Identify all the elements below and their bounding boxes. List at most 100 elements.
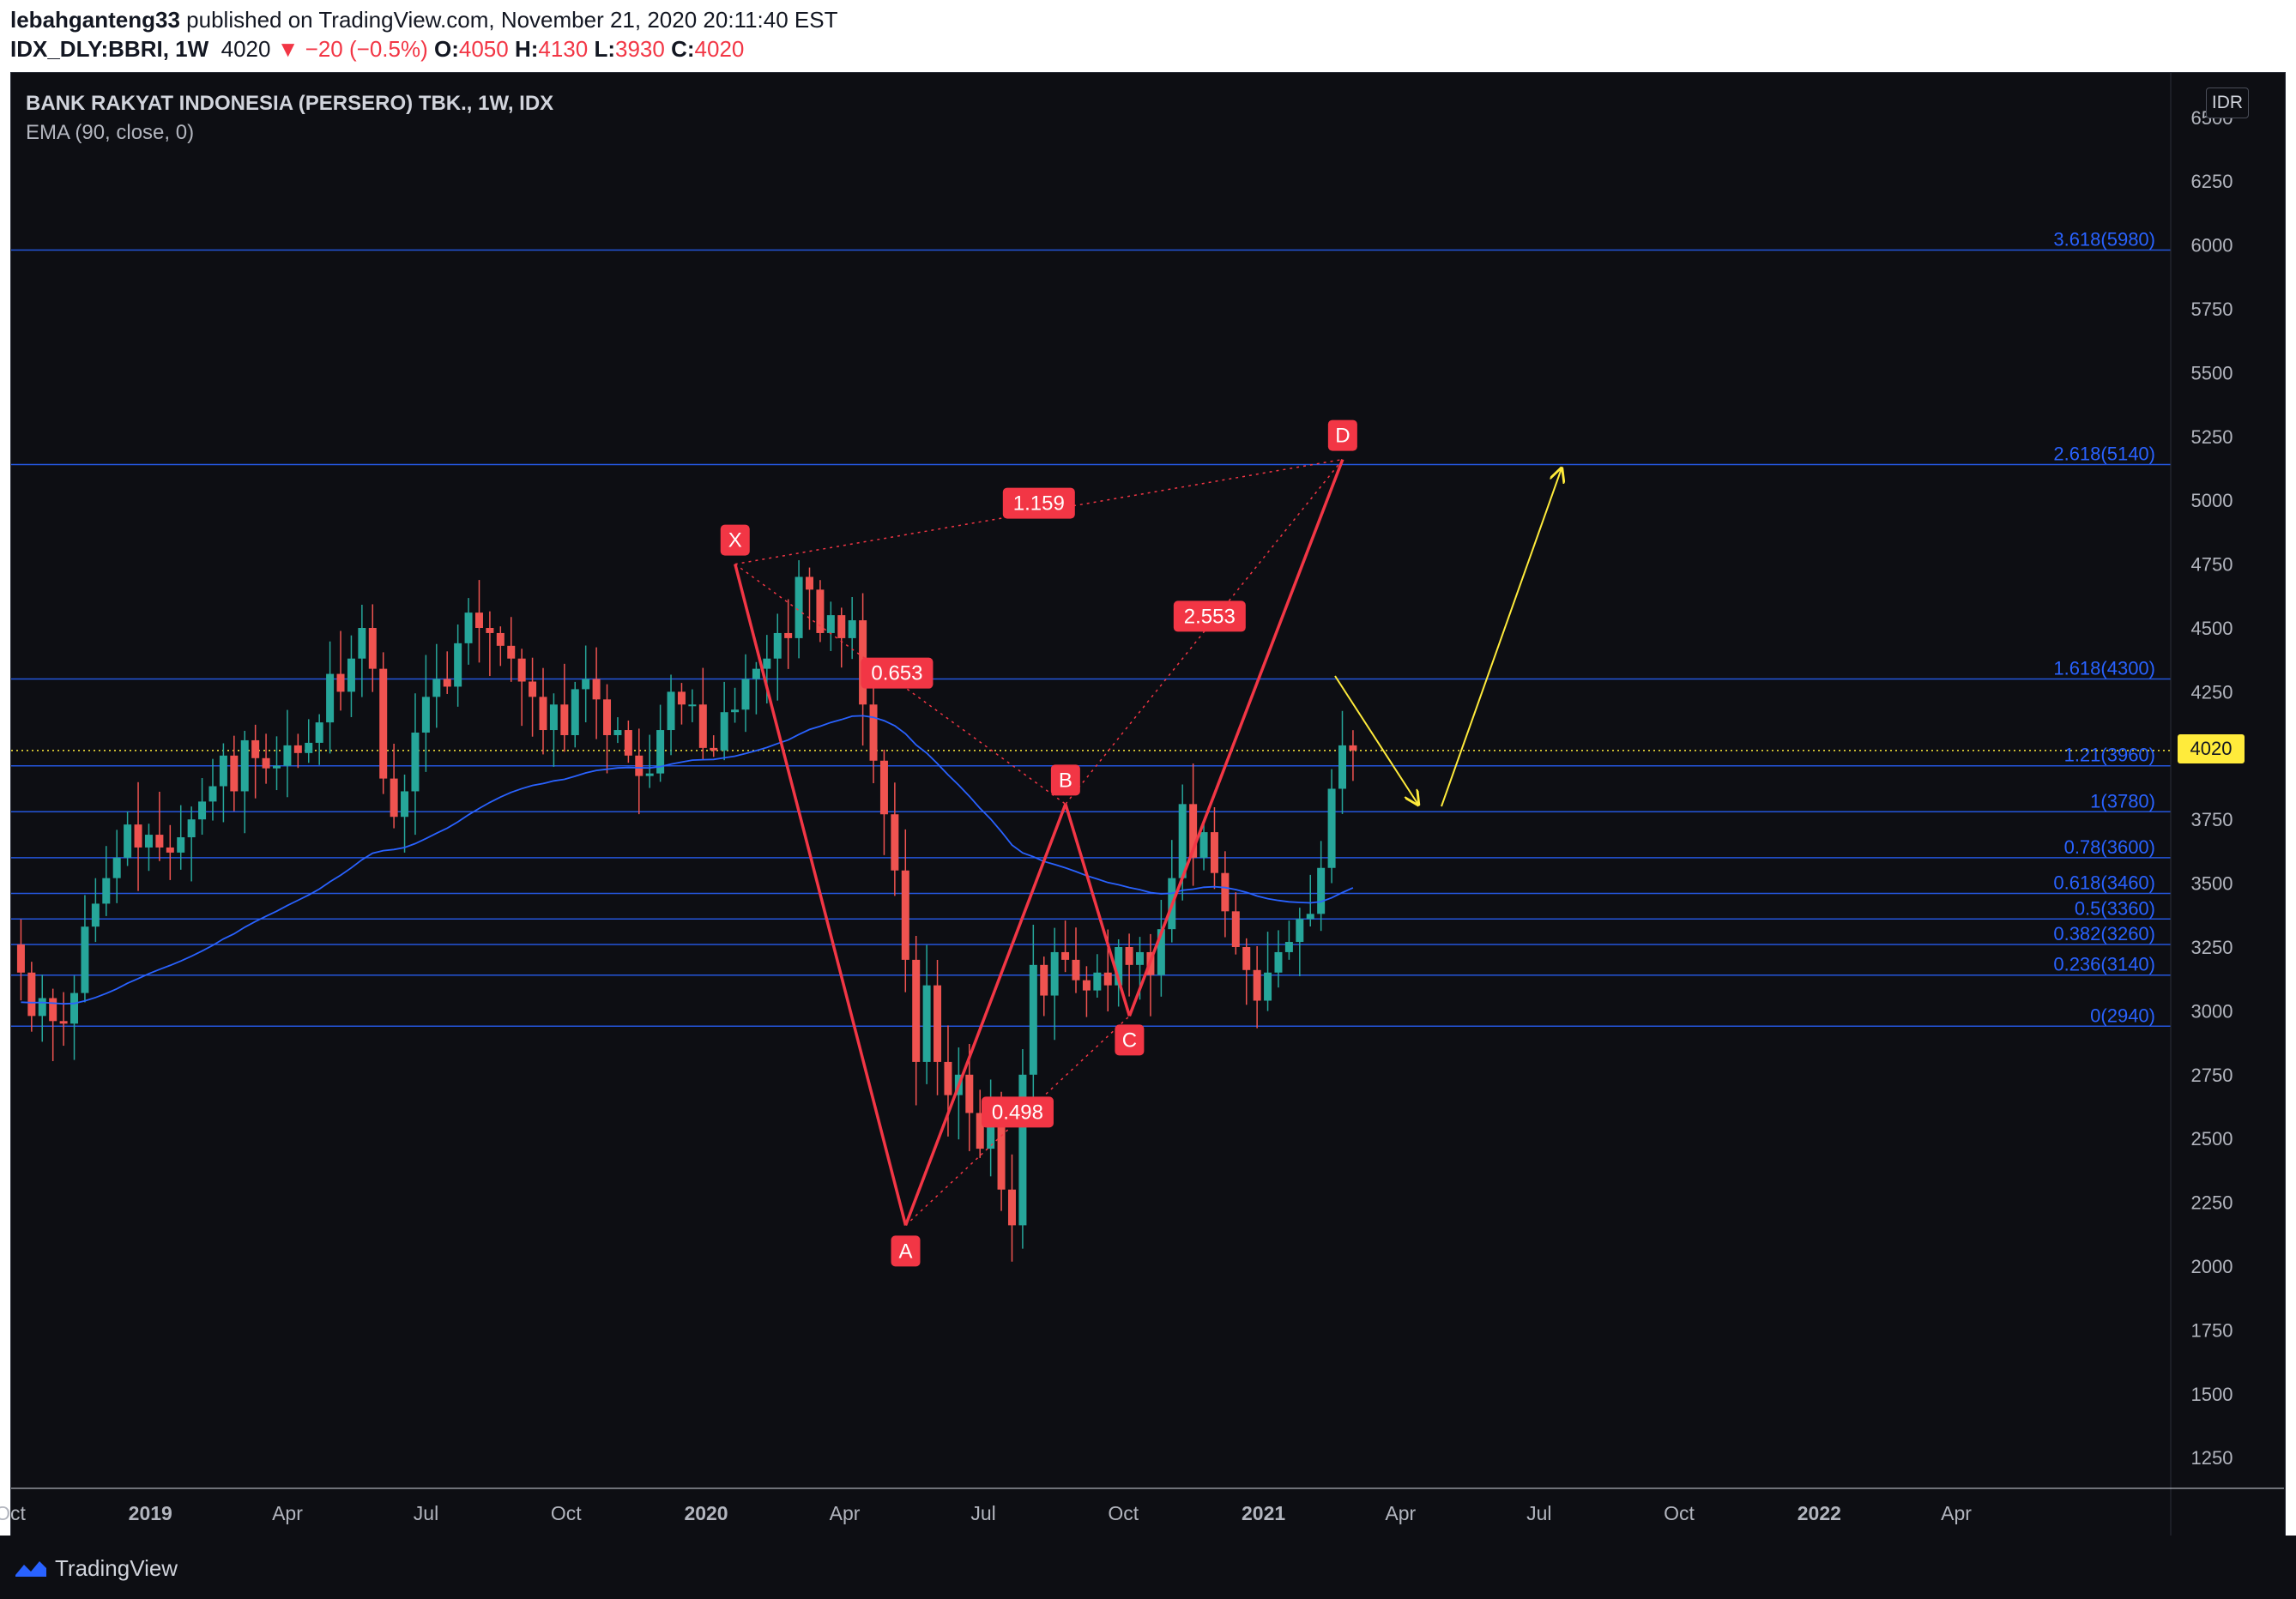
ema-line <box>21 715 1354 1005</box>
candle <box>1007 1154 1016 1262</box>
candle-body <box>1082 980 1091 991</box>
fib-level-label: 3.618(5980) <box>2053 229 2155 250</box>
candle <box>454 624 462 707</box>
y-tick-label: 5000 <box>2191 490 2233 511</box>
point-label-b-text: B <box>1059 769 1072 792</box>
candle <box>1029 925 1037 1109</box>
candle <box>901 829 909 993</box>
candle-body <box>283 745 292 766</box>
candle <box>27 962 36 1032</box>
y-tick-label: 5250 <box>2191 426 2233 448</box>
candle <box>635 728 643 815</box>
price-axis: 1250 1500 1750 2000 2250 2500 2750 3000 3250 3500… <box>11 73 2284 1536</box>
candle <box>1199 822 1208 871</box>
projection-arrow-down <box>1334 675 1418 805</box>
candle <box>624 720 632 763</box>
candle-body <box>59 1021 68 1024</box>
candle <box>59 992 68 1047</box>
x-tick-label: Apr <box>830 1502 861 1524</box>
candle-body <box>27 972 36 1017</box>
y-tick-label: 4750 <box>2191 554 2233 576</box>
candle-body <box>965 1074 974 1113</box>
point-label-c-text: C <box>1122 1029 1137 1052</box>
candle <box>677 683 686 725</box>
candle <box>773 613 782 701</box>
time-axis: Oct 2019 Apr Jul Oct 2020 Apr Jul Oct 2021 Apr Jul O… <box>0 1502 1972 1524</box>
legend-title[interactable]: BANK RAKYAT INDONESIA (PERSERO) TBK., 1W… <box>26 92 554 115</box>
candle-body <box>1231 911 1240 947</box>
x-tick-label: Oct <box>0 1502 26 1524</box>
candle-body <box>869 704 878 761</box>
point-label-a-text: A <box>899 1240 913 1263</box>
fib-level-label: 0(2940) <box>2090 1005 2155 1026</box>
x-tick-label: Oct <box>1108 1502 1139 1524</box>
candle <box>784 599 793 669</box>
legend-indicator[interactable]: EMA (90, close, 0) <box>26 121 195 144</box>
y-tick-label: 2000 <box>2191 1256 2233 1277</box>
candle-body <box>944 1061 952 1095</box>
candle-body <box>698 704 707 748</box>
candles <box>16 560 1357 1262</box>
y-tick-label: 1500 <box>2191 1384 2233 1405</box>
candle <box>645 734 654 788</box>
ratio-label: 2.553 <box>1173 600 1246 632</box>
point-label-c-bg <box>1115 1024 1145 1056</box>
candle <box>613 717 622 744</box>
candle-body <box>91 903 100 927</box>
candle-body <box>731 709 740 713</box>
candle-body <box>1296 919 1304 943</box>
candle <box>293 733 302 769</box>
tradingview-logo[interactable]: TradingView <box>14 1551 178 1585</box>
candle-body <box>1007 1189 1016 1226</box>
open-value: 4050 <box>458 36 509 62</box>
candle <box>1093 954 1102 998</box>
candle-body <box>1125 947 1133 965</box>
y-tick-label: 4500 <box>2191 618 2233 639</box>
ratio-label-text: 1.159 <box>1013 492 1065 516</box>
candle-body <box>219 755 227 787</box>
candle <box>1210 806 1218 890</box>
pattern-leg-bc <box>1064 803 1132 1017</box>
candle-body <box>879 760 888 815</box>
x-tick-label: Apr <box>272 1502 303 1524</box>
candle-body <box>816 589 825 633</box>
candle-body <box>848 620 856 638</box>
candle <box>1317 841 1326 932</box>
ratio-label: 1.159 <box>1002 487 1075 519</box>
candle-body <box>912 959 921 1062</box>
candle-body <box>496 632 505 646</box>
candle <box>91 878 100 943</box>
y-tick-label: 4250 <box>2191 681 2233 703</box>
candle <box>912 935 921 1106</box>
candle-body <box>368 628 377 669</box>
candle-body <box>1103 972 1112 986</box>
candle <box>464 598 473 665</box>
x-tick-label: Jul <box>1526 1502 1551 1524</box>
candle <box>517 649 526 727</box>
candle <box>358 604 366 697</box>
ratio-label: 0.653 <box>861 657 934 689</box>
candle-body <box>560 704 569 735</box>
candle-body <box>1199 832 1208 858</box>
chart-panel[interactable] <box>10 72 2286 1537</box>
candle-body <box>826 615 835 633</box>
candle <box>656 704 665 782</box>
candle-body <box>806 576 814 590</box>
point-label-b-bg <box>1050 764 1080 796</box>
candle-body <box>251 739 260 758</box>
candle-body <box>230 755 239 792</box>
candle-body <box>347 658 355 692</box>
candle <box>1115 938 1123 1007</box>
candle-body <box>549 704 558 731</box>
y-tick-label: 6000 <box>2191 235 2233 256</box>
publish-header: lebahganteng33 published on TradingView.… <box>0 0 2296 72</box>
candle-body <box>134 824 142 848</box>
author-name[interactable]: lebahganteng33 <box>10 7 180 33</box>
x-tick-label: 2022 <box>1798 1502 1841 1524</box>
candle <box>1306 874 1314 926</box>
candle <box>240 730 249 834</box>
ratio-label: 0.498 <box>981 1096 1054 1128</box>
point-label-b: B <box>1050 764 1080 796</box>
currency-badge[interactable]: IDR <box>2206 87 2249 118</box>
